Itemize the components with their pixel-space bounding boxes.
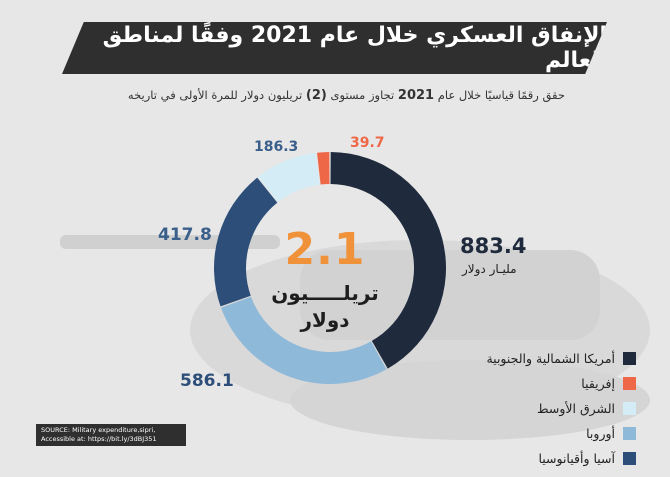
source-line-2: Accessible at: https://bit.ly/3dBJ351 xyxy=(41,435,157,443)
source-note: SOURCE: Military expenditure,sipri, Acce… xyxy=(36,424,186,446)
legend-item-europe: أوروبا xyxy=(436,421,636,446)
legend-swatch xyxy=(623,377,636,390)
legend-swatch xyxy=(623,427,636,440)
legend: أمريكا الشمالية والجنوبية إفريقيا الشرق … xyxy=(436,346,636,471)
legend-item-africa: إفريقيا xyxy=(436,371,636,396)
legend-swatch xyxy=(623,352,636,365)
value-label-africa: 39.7 xyxy=(350,135,385,151)
legend-label: أمريكا الشمالية والجنوبية xyxy=(486,351,615,366)
legend-swatch xyxy=(623,452,636,465)
americas-unit-label: مليـار دولار xyxy=(462,262,517,276)
legend-label: إفريقيا xyxy=(581,376,615,391)
subtitle-part-2: تجاوز مستوى xyxy=(330,88,395,102)
chart-subtitle: حقق رقمًا قياسيًا خلال عام 2021 تجاوز مس… xyxy=(85,88,565,103)
legend-label: أوروبا xyxy=(586,426,615,441)
donut-slice-europe xyxy=(221,296,387,384)
legend-item-middle-east: الشرق الأوسط xyxy=(436,396,636,421)
value-label-asia: 417.8 xyxy=(158,225,212,245)
donut-slice-middle-east xyxy=(258,152,320,202)
value-label-middle-east: 186.3 xyxy=(254,139,299,155)
subtitle-number: (2) xyxy=(305,88,327,103)
donut-slice-americas xyxy=(330,152,447,369)
subtitle-year: 2021 xyxy=(397,88,435,103)
center-total: 2.1 xyxy=(284,224,366,275)
subtitle-part-3: تريليون دولار للمرة الأولى في تاريخه xyxy=(127,88,303,102)
subtitle-part-1: حقق رقمًا قياسيًا خلال عام xyxy=(437,88,565,102)
legend-item-americas: أمريكا الشمالية والجنوبية xyxy=(436,346,636,371)
donut-slice-asia xyxy=(214,177,278,307)
legend-item-asia: آسيا وأقيانوسيا xyxy=(436,446,636,471)
legend-swatch xyxy=(623,402,636,415)
center-unit-line1: تريلـــــيون xyxy=(271,281,379,305)
source-line-1: SOURCE: Military expenditure,sipri, xyxy=(41,426,156,434)
value-label-americas: 883.4 xyxy=(460,234,527,258)
center-unit-line2: دولار xyxy=(300,308,350,332)
legend-label: آسيا وأقيانوسيا xyxy=(538,451,615,466)
donut-slice-africa xyxy=(317,152,330,185)
legend-label: الشرق الأوسط xyxy=(537,401,615,416)
value-label-europe: 586.1 xyxy=(180,371,234,391)
